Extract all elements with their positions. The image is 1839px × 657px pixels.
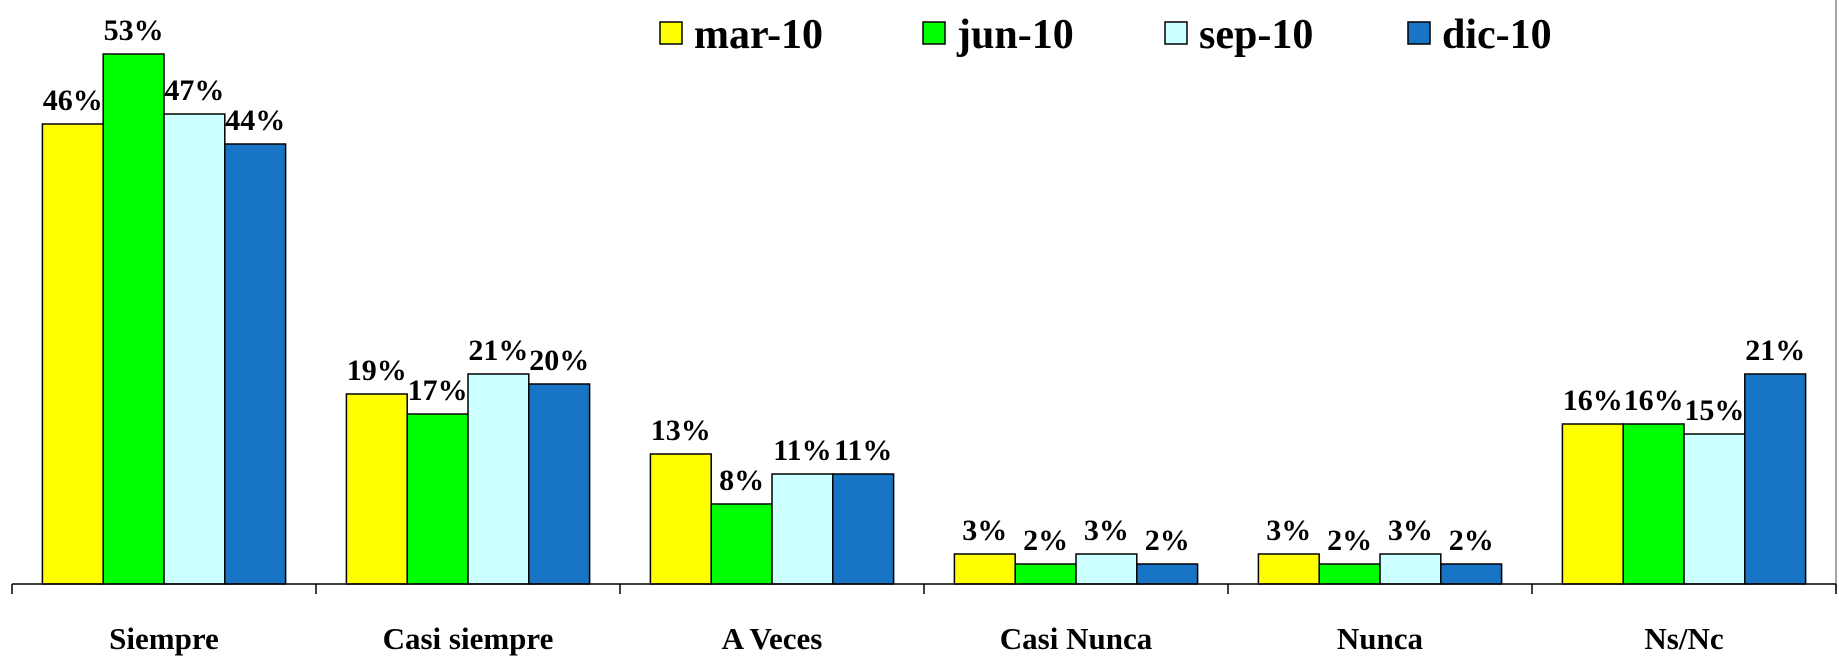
bar xyxy=(1683,433,1746,585)
value-label: 13% xyxy=(651,414,711,447)
bar xyxy=(953,553,1016,585)
value-label: 11% xyxy=(773,434,831,467)
legend-swatch xyxy=(659,21,683,45)
value-label: 20% xyxy=(529,344,589,377)
x-tick-label: Casi Nunca xyxy=(1000,621,1153,656)
bar xyxy=(1075,553,1138,585)
bar xyxy=(406,413,469,585)
value-label: 53% xyxy=(104,14,164,47)
value-label: 44% xyxy=(225,104,285,137)
value-label: 3% xyxy=(1266,514,1311,547)
x-tick-label: A Veces xyxy=(722,621,823,656)
x-tick-label: Ns/Nc xyxy=(1644,621,1723,656)
value-label: 21% xyxy=(1745,334,1805,367)
bar xyxy=(1257,553,1320,585)
value-label: 3% xyxy=(962,514,1007,547)
x-tick-label: Casi siempre xyxy=(383,621,554,656)
bar xyxy=(163,113,226,585)
legend-label: jun-10 xyxy=(956,12,1074,58)
value-label: 2% xyxy=(1449,524,1494,557)
legend-swatch xyxy=(1407,21,1431,45)
value-label: 15% xyxy=(1684,394,1744,427)
bar xyxy=(1136,563,1199,585)
bar xyxy=(224,143,287,585)
bar xyxy=(771,473,834,585)
bar xyxy=(102,53,165,585)
bar xyxy=(1744,373,1807,585)
bar xyxy=(710,503,773,585)
legend-label: mar-10 xyxy=(694,12,823,58)
value-label: 2% xyxy=(1023,524,1068,557)
value-label: 17% xyxy=(408,374,468,407)
bar xyxy=(41,123,104,585)
value-label: 21% xyxy=(468,334,528,367)
bar xyxy=(1318,563,1381,585)
x-tick-label: Nunca xyxy=(1337,621,1424,656)
legend-swatch xyxy=(1164,21,1188,45)
bar xyxy=(1379,553,1442,585)
legend-label: sep-10 xyxy=(1199,12,1313,58)
bar xyxy=(832,473,895,585)
value-label: 3% xyxy=(1084,514,1129,547)
value-label: 2% xyxy=(1327,524,1372,557)
bar xyxy=(1440,563,1503,585)
value-label: 46% xyxy=(43,84,103,117)
bar xyxy=(1561,423,1624,585)
bar xyxy=(1622,423,1685,585)
x-tick-label: Siempre xyxy=(109,621,219,656)
value-label: 47% xyxy=(164,74,224,107)
bar xyxy=(1014,563,1077,585)
bar xyxy=(528,383,591,585)
legend-label: dic-10 xyxy=(1442,12,1552,58)
value-label: 8% xyxy=(719,464,764,497)
value-label: 3% xyxy=(1388,514,1433,547)
bar xyxy=(649,453,712,585)
value-label: 19% xyxy=(347,354,407,387)
bar xyxy=(467,373,530,585)
value-label: 16% xyxy=(1563,384,1623,417)
bar xyxy=(345,393,408,585)
value-label: 11% xyxy=(834,434,892,467)
value-label: 16% xyxy=(1624,384,1684,417)
value-label: 2% xyxy=(1145,524,1190,557)
legend-swatch xyxy=(922,21,946,45)
